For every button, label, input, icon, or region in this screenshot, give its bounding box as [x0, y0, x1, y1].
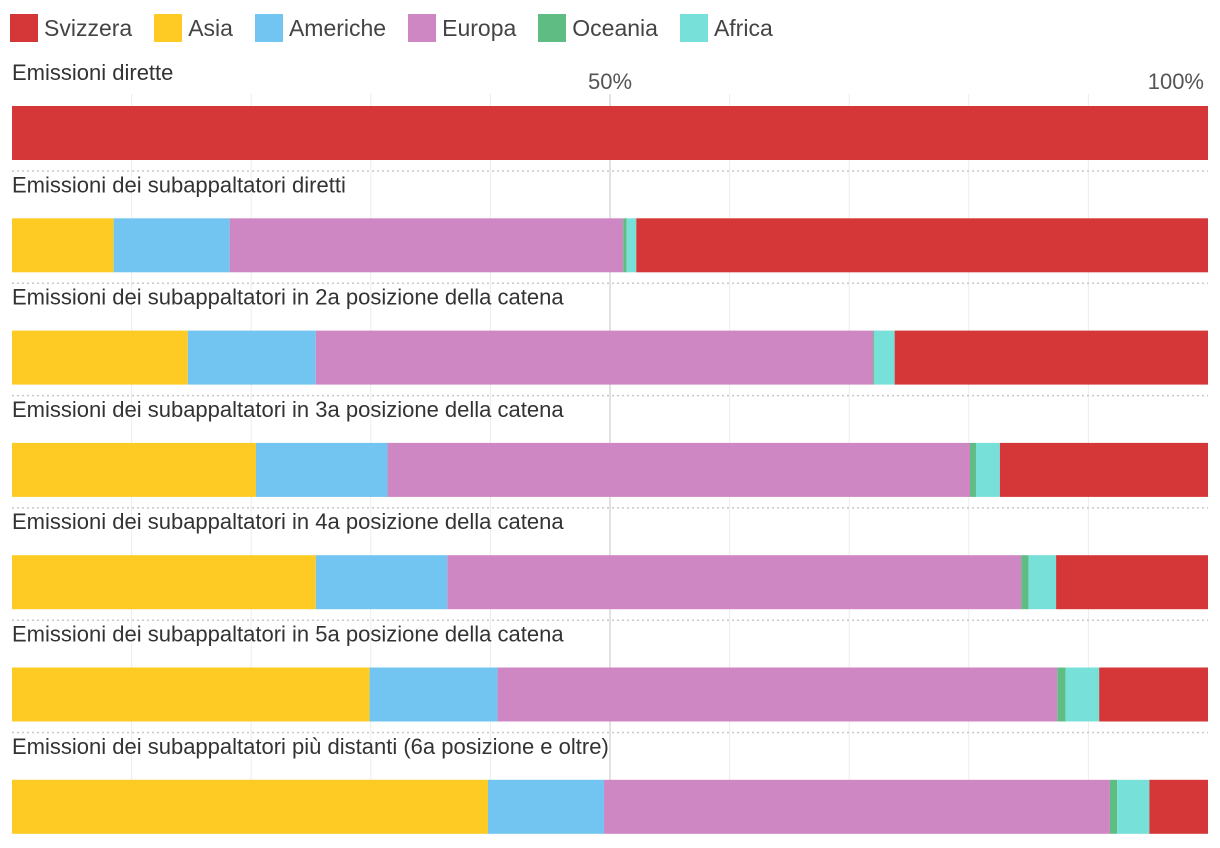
bar-segment-asia	[12, 442, 256, 497]
bar-segment-asia	[12, 218, 114, 273]
legend-item: Oceania	[538, 14, 658, 42]
bar-segment-svizzera	[12, 106, 1208, 160]
bar-segment-asia	[12, 667, 370, 722]
bar-segment-svizzera	[894, 330, 1208, 385]
legend-item: Asia	[154, 14, 233, 42]
bar-segment-europa	[229, 218, 624, 273]
bar-segment-oceania	[969, 442, 976, 497]
bar-segment-oceania	[1109, 779, 1118, 834]
legend: Svizzera Asia Americhe Europa Oceania Africa	[10, 12, 795, 44]
bar-segment-africa	[874, 330, 895, 385]
bar-segment-americhe	[255, 442, 388, 497]
bar-segment-africa	[626, 218, 637, 273]
bar-segment-americhe	[113, 218, 230, 273]
legend-swatch	[254, 14, 283, 42]
legend-swatch	[679, 14, 708, 42]
bar-segment-svizzera	[1099, 667, 1208, 722]
row-label: Emissioni dei subappaltatori in 2a posiz…	[12, 285, 564, 310]
legend-item: Europa	[408, 14, 516, 42]
bar-segment-europa	[497, 667, 1058, 722]
bar-segment-asia	[12, 330, 188, 385]
row-label: Emissioni dei subappaltatori diretti	[12, 172, 346, 197]
bar-segment-africa	[975, 442, 1000, 497]
legend-swatch	[408, 14, 437, 42]
bar-segment-americhe	[369, 667, 498, 722]
tick-label: 100%	[1148, 69, 1204, 94]
bar-segment-svizzera	[1056, 555, 1208, 610]
bar-segment-oceania	[873, 330, 875, 385]
legend-swatch	[154, 14, 183, 42]
bar-segment-asia	[12, 779, 489, 834]
bar-segment-africa	[1117, 779, 1150, 834]
legend-item: Svizzera	[10, 14, 132, 42]
bar-segment-europa	[604, 779, 1110, 834]
row-label: Emissioni dei subappaltatori in 5a posiz…	[12, 622, 564, 647]
row-label: Emissioni dei subappaltatori in 4a posiz…	[12, 509, 564, 534]
bar-segment-oceania	[1057, 667, 1066, 722]
bar-segment-europa	[387, 442, 970, 497]
legend-label: Africa	[713, 14, 773, 41]
bar-segment-oceania	[1021, 555, 1029, 610]
bar-segment-africa	[1065, 667, 1100, 722]
legend-item: Americhe	[254, 14, 387, 42]
bar-segment-americhe	[315, 555, 448, 610]
bar-segment-europa	[315, 330, 874, 385]
legend-label: Oceania	[572, 14, 658, 41]
bar-segment-oceania	[623, 218, 627, 273]
bar-segment-svizzera	[1149, 779, 1208, 834]
legend-label: Asia	[188, 14, 233, 41]
bar-segment-svizzera	[999, 442, 1208, 497]
legend-item: Africa	[679, 14, 773, 42]
bar-segment-africa	[1028, 555, 1057, 610]
legend-label: Svizzera	[44, 14, 133, 41]
legend-label: Europa	[442, 14, 517, 41]
legend-label: Americhe	[288, 14, 387, 41]
row-label: Emissioni dei subappaltatori più distant…	[12, 734, 609, 759]
bar-segment-svizzera	[636, 218, 1208, 273]
legend-swatch	[10, 14, 38, 42]
legend-swatch	[538, 14, 567, 42]
bar-segment-americhe	[187, 330, 316, 385]
bar-segment-europa	[447, 555, 1022, 610]
bar-segment-americhe	[488, 779, 605, 834]
bar-segment-asia	[12, 555, 316, 610]
row-label: Emissioni dei subappaltatori in 3a posiz…	[12, 397, 564, 422]
tick-label: 50%	[588, 69, 632, 94]
row-label: Emissioni dirette	[12, 60, 173, 85]
